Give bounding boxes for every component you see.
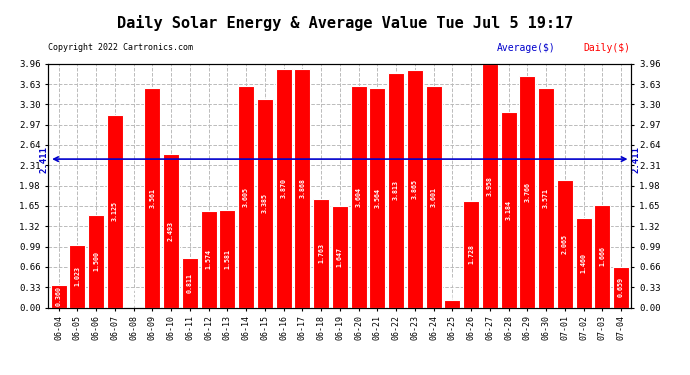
Text: 3.385: 3.385 (262, 194, 268, 213)
Bar (238, 86, 254, 308)
Bar (500, 111, 517, 308)
Bar (257, 99, 273, 308)
Bar (407, 70, 423, 308)
Text: Daily Solar Energy & Average Value Tue Jul 5 19:17: Daily Solar Energy & Average Value Tue J… (117, 15, 573, 31)
Bar (575, 217, 591, 308)
Text: 0.000: 0.000 (130, 286, 137, 306)
Text: 1.500: 1.500 (93, 251, 99, 272)
Text: 3.868: 3.868 (299, 178, 306, 198)
Text: 0.659: 0.659 (618, 277, 624, 297)
Text: Copyright 2022 Cartronics.com: Copyright 2022 Cartronics.com (48, 43, 193, 52)
Text: 3.601: 3.601 (431, 187, 437, 207)
Text: Average($): Average($) (497, 43, 555, 53)
Text: 3.184: 3.184 (506, 200, 511, 219)
Text: Daily($): Daily($) (583, 43, 630, 53)
Text: 0.114: 0.114 (449, 278, 455, 297)
Text: 3.865: 3.865 (412, 178, 418, 198)
Bar (107, 115, 123, 308)
Text: 1.460: 1.460 (580, 253, 586, 273)
Text: 0.360: 0.360 (56, 286, 61, 306)
Text: 3.958: 3.958 (487, 176, 493, 196)
Text: 1.666: 1.666 (600, 246, 605, 266)
Text: 1.023: 1.023 (75, 266, 80, 286)
Bar (144, 88, 160, 308)
Text: 3.604: 3.604 (355, 187, 362, 207)
Bar (369, 88, 385, 308)
Bar (594, 205, 610, 308)
Text: 3.571: 3.571 (543, 188, 549, 208)
Bar (201, 211, 217, 308)
Bar (444, 300, 460, 307)
Text: 3.564: 3.564 (374, 188, 380, 208)
Bar (219, 210, 235, 308)
Bar (182, 258, 198, 307)
Text: 0.811: 0.811 (187, 273, 193, 292)
Text: 1.574: 1.574 (206, 249, 212, 269)
Bar (388, 73, 404, 308)
Text: 1.763: 1.763 (318, 243, 324, 263)
Text: 2.411: 2.411 (39, 146, 48, 172)
Bar (426, 86, 442, 308)
Text: 3.561: 3.561 (149, 188, 155, 208)
Text: 2.065: 2.065 (562, 234, 568, 254)
Text: 1.647: 1.647 (337, 247, 343, 267)
Bar (313, 199, 329, 308)
Text: 3.870: 3.870 (281, 178, 286, 198)
Bar (351, 86, 366, 308)
Text: 1.728: 1.728 (468, 244, 474, 264)
Bar (332, 206, 348, 308)
Bar (88, 215, 104, 308)
Bar (613, 267, 629, 308)
Text: 3.813: 3.813 (393, 180, 399, 200)
Text: 1.581: 1.581 (224, 249, 230, 269)
Bar (520, 76, 535, 307)
Text: 3.125: 3.125 (112, 201, 118, 221)
Text: 2.411: 2.411 (631, 146, 640, 172)
Bar (275, 69, 292, 308)
Text: 2.493: 2.493 (168, 221, 174, 241)
Bar (50, 285, 66, 308)
Bar (482, 64, 497, 308)
Bar (70, 244, 86, 308)
Bar (163, 154, 179, 308)
Text: 3.605: 3.605 (243, 186, 249, 207)
Text: 3.766: 3.766 (524, 182, 531, 202)
Bar (463, 201, 479, 308)
Bar (295, 69, 310, 308)
Bar (538, 88, 554, 308)
Bar (557, 180, 573, 308)
